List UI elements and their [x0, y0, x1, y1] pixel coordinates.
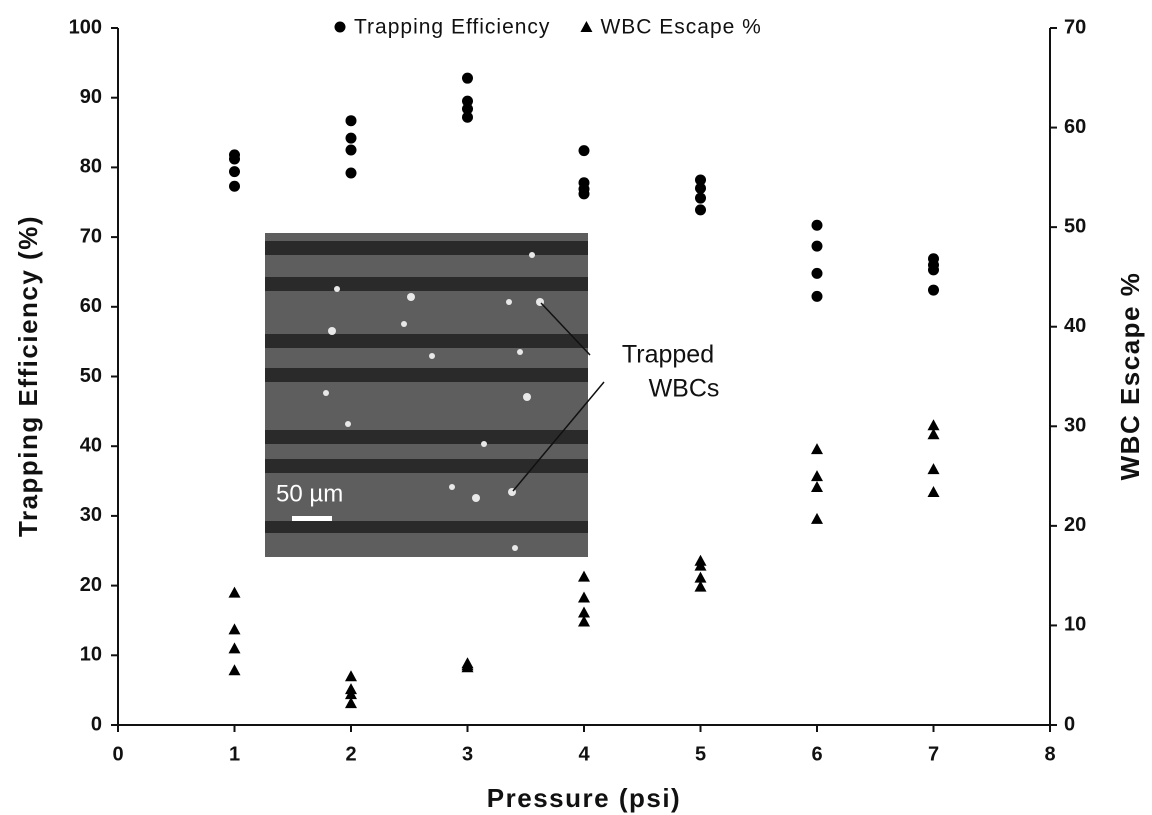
point	[462, 95, 473, 107]
y-tick-label: 80	[80, 156, 102, 178]
point	[578, 570, 590, 582]
point	[462, 111, 473, 123]
point	[811, 443, 823, 455]
y-axis-title: Trapping Efficiency (%)	[13, 215, 43, 537]
y2-tick-label: 10	[1064, 614, 1086, 636]
x-tick-label: 4	[578, 743, 590, 765]
point	[928, 264, 939, 276]
point	[578, 615, 590, 627]
point	[695, 204, 706, 216]
legend-label: WBC Escape %	[600, 16, 761, 39]
y-tick-label: 0	[91, 713, 102, 735]
legend-marker	[334, 21, 346, 33]
point	[345, 670, 357, 682]
y2-tick-label: 40	[1064, 315, 1086, 337]
point	[229, 153, 240, 165]
y-tick-label: 100	[69, 16, 102, 38]
point	[578, 188, 590, 200]
point	[345, 132, 357, 144]
annotation: Trapped	[622, 341, 714, 369]
y2-tick-label: 50	[1064, 215, 1086, 237]
point	[345, 115, 357, 127]
point	[345, 167, 357, 179]
point	[811, 512, 823, 524]
point	[694, 571, 707, 583]
x-tick-label: 5	[695, 743, 706, 765]
y-tick-label: 50	[80, 365, 102, 387]
point	[229, 166, 240, 178]
point	[927, 428, 940, 440]
y-tick-label: 40	[80, 434, 102, 456]
point	[811, 481, 823, 493]
point	[811, 290, 823, 302]
point	[578, 591, 590, 603]
y2-axis-title: WBC Escape %	[1115, 272, 1145, 481]
point	[927, 463, 940, 475]
y2-tick-label: 30	[1064, 415, 1086, 437]
y-tick-label: 70	[80, 225, 102, 247]
point	[811, 470, 823, 482]
point	[578, 145, 590, 157]
point	[927, 419, 940, 431]
inset-image	[265, 233, 605, 557]
y2-tick-label: 20	[1064, 514, 1086, 536]
point	[228, 623, 241, 635]
y2-tick-label: 60	[1064, 116, 1086, 138]
point	[811, 219, 823, 231]
point	[694, 580, 707, 592]
point	[811, 240, 823, 252]
point	[694, 559, 707, 571]
x-axis-title: Pressure (psi)	[487, 783, 681, 813]
point	[695, 174, 706, 186]
legend-label: Trapping Efficiency	[354, 16, 550, 39]
point	[578, 606, 590, 618]
point	[695, 192, 706, 204]
y-tick-label: 60	[80, 295, 102, 317]
point	[228, 664, 241, 676]
point	[345, 688, 357, 700]
point	[927, 486, 940, 498]
point	[811, 267, 823, 279]
point	[462, 72, 473, 84]
x-tick-label: 3	[462, 743, 473, 765]
y-tick-label: 10	[80, 644, 102, 666]
x-tick-label: 6	[811, 743, 822, 765]
point	[462, 103, 473, 115]
x-tick-label: 8	[1044, 743, 1055, 765]
point	[928, 284, 939, 296]
point	[228, 586, 241, 598]
y2-tick-label: 0	[1064, 713, 1075, 735]
x-tick-label: 0	[112, 743, 123, 765]
point	[461, 661, 474, 673]
point	[229, 180, 240, 192]
annotation: WBCs	[649, 375, 720, 403]
x-tick-label: 2	[345, 743, 356, 765]
point	[695, 182, 706, 194]
x-tick-label: 7	[928, 743, 939, 765]
x-tick-label: 1	[229, 743, 240, 765]
legend-marker	[580, 21, 593, 32]
point	[345, 144, 357, 156]
y-tick-label: 90	[80, 86, 102, 108]
point	[228, 642, 241, 654]
scale-label: 50 µm	[276, 480, 343, 507]
y2-tick-label: 70	[1064, 16, 1086, 38]
y-tick-label: 30	[80, 504, 102, 526]
point	[345, 697, 357, 709]
y-tick-label: 20	[80, 574, 102, 596]
